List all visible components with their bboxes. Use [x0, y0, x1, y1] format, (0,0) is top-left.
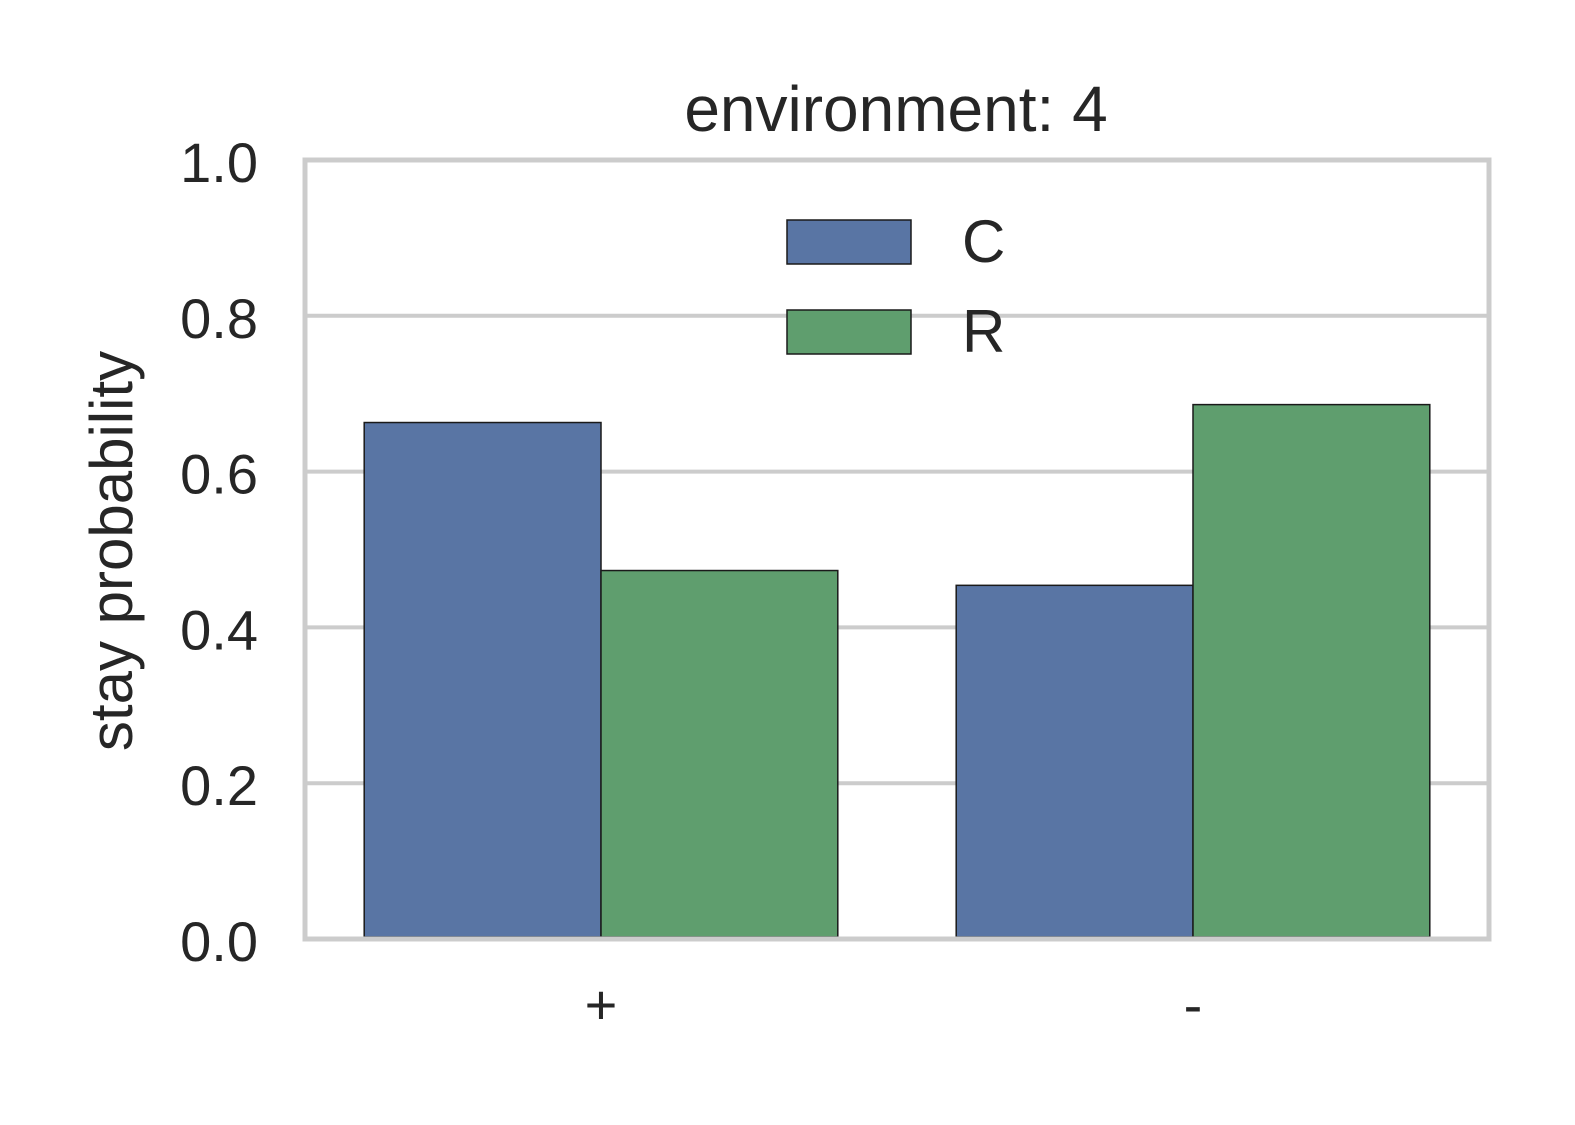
bar-R-2 [1192, 403, 1431, 938]
legend-label-C: C [962, 208, 1005, 275]
y-tick-label: 0.0 [180, 910, 258, 973]
bar-C-2 [955, 584, 1194, 938]
y-tick-label: 0.4 [180, 598, 258, 661]
chart-title: environment: 4 [684, 73, 1107, 145]
y-tick-label: 0.8 [180, 287, 258, 350]
legend: CR [786, 208, 1005, 365]
legend-label-R: R [962, 298, 1005, 365]
legend-swatch-C [786, 219, 912, 265]
bar-R-1 [600, 569, 839, 938]
bar-C-1 [363, 421, 602, 938]
x-tick-labels: + - [585, 973, 1203, 1036]
legend-swatch-R [786, 309, 912, 355]
y-tick-label: 0.6 [180, 443, 258, 506]
y-tick-label: 0.2 [180, 754, 258, 817]
plot-frame [302, 157, 1492, 942]
x-tick-label: + [585, 973, 618, 1036]
y-tick-label: 1.0 [180, 131, 258, 194]
x-tick-label: - [1184, 973, 1203, 1036]
y-axis-label: stay probability [78, 351, 145, 751]
y-tick-labels: 0.0 0.2 0.4 0.6 0.8 1.0 [180, 131, 258, 973]
bars [363, 403, 1431, 938]
